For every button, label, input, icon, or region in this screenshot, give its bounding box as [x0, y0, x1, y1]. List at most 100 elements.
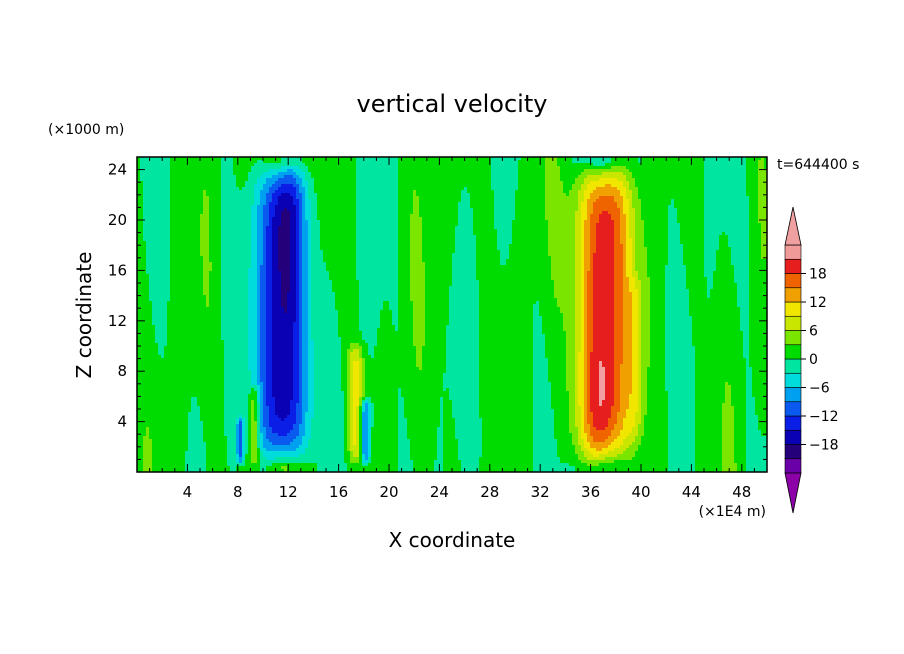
heatmap-cell	[251, 211, 255, 215]
heatmap-cell	[326, 223, 330, 227]
heatmap-cell	[731, 208, 735, 212]
heatmap-cell	[539, 178, 543, 182]
heatmap-cell	[497, 163, 501, 167]
heatmap-cell	[347, 187, 351, 191]
heatmap-cell	[680, 196, 684, 200]
heatmap-cell	[686, 202, 690, 206]
heatmap-cell	[512, 163, 516, 167]
heatmap-cell	[194, 202, 198, 206]
heatmap-cell	[302, 187, 306, 191]
heatmap-cell	[524, 196, 528, 200]
heatmap-cell	[374, 184, 378, 188]
heatmap-cell	[296, 190, 300, 194]
heatmap-cell	[722, 166, 726, 170]
heatmap-cell	[149, 217, 153, 221]
heatmap-cell	[710, 196, 714, 200]
heatmap-cell	[722, 193, 726, 197]
heatmap-cell	[266, 220, 270, 224]
heatmap-cell	[230, 205, 234, 209]
heatmap-cell	[377, 172, 381, 176]
heatmap-cell	[380, 157, 384, 161]
heatmap-cell	[413, 181, 417, 185]
heatmap-cell	[716, 220, 720, 224]
heatmap-cell	[272, 226, 276, 230]
heatmap-cell	[236, 223, 240, 227]
heatmap-cell	[230, 199, 234, 203]
heatmap-cell	[203, 202, 207, 206]
heatmap-cell	[290, 220, 294, 224]
heatmap-cell	[278, 184, 282, 188]
heatmap-cell	[176, 187, 180, 191]
heatmap-cell	[542, 223, 546, 227]
heatmap-cell	[299, 163, 303, 167]
heatmap-cell	[665, 214, 669, 218]
heatmap-cell	[227, 211, 231, 215]
heatmap-cell	[512, 169, 516, 173]
heatmap-cell	[302, 169, 306, 173]
heatmap-cell	[167, 184, 171, 188]
heatmap-cell	[728, 175, 732, 179]
heatmap-cell	[380, 172, 384, 176]
heatmap-cell	[227, 205, 231, 209]
heatmap-cell	[143, 217, 147, 221]
heatmap-cell	[227, 163, 231, 167]
heatmap-cell	[290, 208, 294, 212]
heatmap-cell	[332, 157, 336, 161]
heatmap-cell	[242, 172, 246, 176]
heatmap-cell	[566, 157, 570, 161]
heatmap-cell	[233, 226, 237, 230]
heatmap-cell	[461, 217, 465, 221]
heatmap-cell	[476, 205, 480, 209]
heatmap-cell	[170, 193, 174, 197]
heatmap-cell	[338, 178, 342, 182]
heatmap-cell	[320, 181, 324, 185]
heatmap-cell	[356, 202, 360, 206]
heatmap-cell	[257, 175, 261, 179]
heatmap-cell	[515, 190, 519, 194]
heatmap-cell	[158, 208, 162, 212]
heatmap-cell	[206, 163, 210, 167]
heatmap-cell	[542, 211, 546, 215]
heatmap-cell	[734, 175, 738, 179]
heatmap-cell	[569, 226, 573, 230]
heatmap-cell	[488, 220, 492, 224]
heatmap-cell	[272, 166, 276, 170]
heatmap-cell	[632, 190, 636, 194]
heatmap-cell	[638, 223, 642, 227]
heatmap-cell	[506, 184, 510, 188]
heatmap-cell	[743, 181, 747, 185]
heatmap-cell	[629, 184, 633, 188]
heatmap-cell	[488, 202, 492, 206]
heatmap-cell	[167, 202, 171, 206]
heatmap-cell	[380, 223, 384, 227]
heatmap-cell	[509, 205, 513, 209]
heatmap-cell	[653, 181, 657, 185]
heatmap-cell	[248, 205, 252, 209]
heatmap-cell	[662, 181, 666, 185]
heatmap-cell	[419, 211, 423, 215]
heatmap-cell	[524, 202, 528, 206]
heatmap-cell	[752, 178, 756, 182]
heatmap-cell	[506, 172, 510, 176]
heatmap-cell	[641, 169, 645, 173]
heatmap-cell	[365, 160, 369, 164]
heatmap-cell	[206, 187, 210, 191]
heatmap-cell	[536, 163, 540, 167]
heatmap-cell	[176, 208, 180, 212]
heatmap-cell	[422, 226, 426, 230]
heatmap-cell	[755, 211, 759, 215]
heatmap-cell	[176, 190, 180, 194]
heatmap-cell	[161, 199, 165, 203]
heatmap-cell	[569, 166, 573, 170]
heatmap-cell	[554, 223, 558, 227]
heatmap-cell	[506, 223, 510, 227]
heatmap-cell	[761, 199, 765, 203]
heatmap-cell	[275, 166, 279, 170]
heatmap-cell	[665, 169, 669, 173]
heatmap-cell	[185, 208, 189, 212]
heatmap-cell	[677, 163, 681, 167]
heatmap-cell	[197, 169, 201, 173]
heatmap-cell	[221, 169, 225, 173]
heatmap-cell	[518, 202, 522, 206]
heatmap-cell	[743, 193, 747, 197]
